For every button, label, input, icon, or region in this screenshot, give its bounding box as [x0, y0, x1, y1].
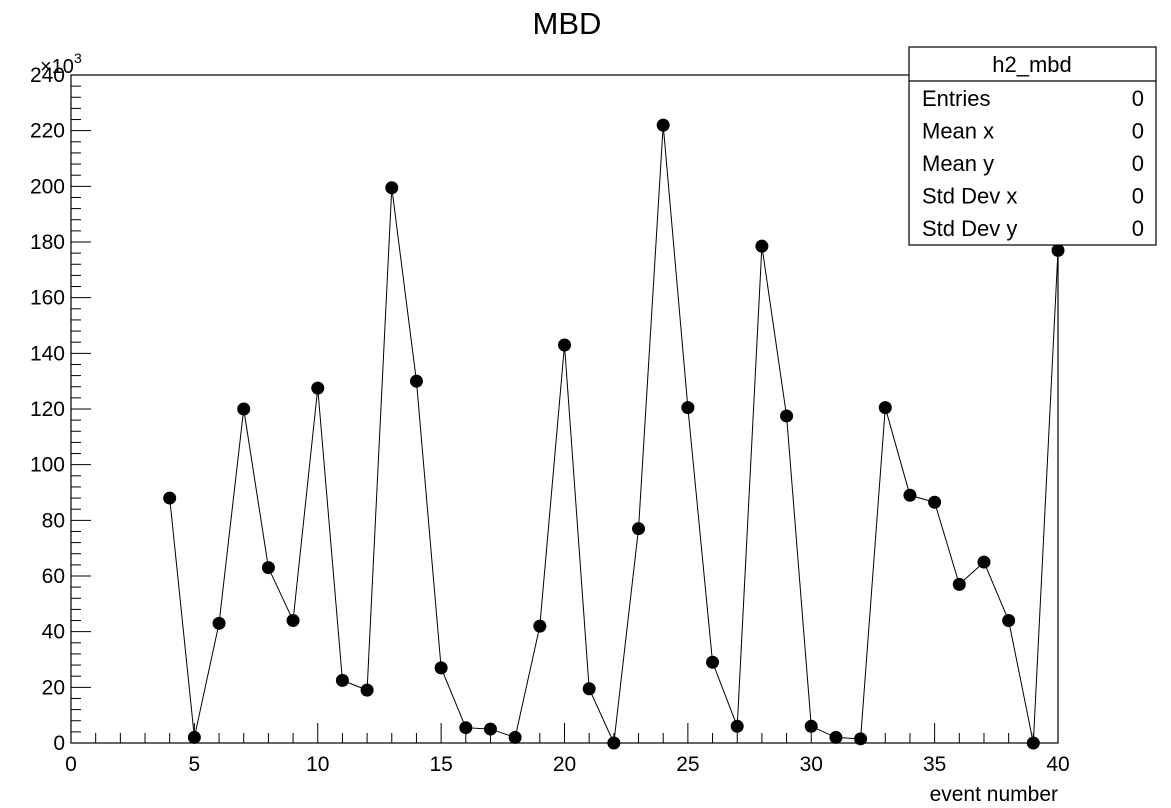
data-point [607, 736, 621, 750]
y-exponent-base: ×10 [40, 56, 74, 78]
stats-row-label: Entries [922, 86, 990, 111]
y-axis: 0 20 40 60 80 100 120 140 160 180 200 220 240 [30, 64, 91, 755]
stats-box-frame [908, 46, 1157, 246]
data-point [582, 682, 596, 696]
data-point [434, 661, 448, 675]
stats-row-value: 0 [1132, 86, 1144, 111]
series-layer [163, 118, 1065, 750]
data-point [385, 181, 399, 195]
data-point [1002, 614, 1016, 628]
data-point [928, 495, 942, 509]
data-point [656, 118, 670, 132]
y-tick-label: 20 [42, 676, 65, 699]
data-point [878, 401, 892, 415]
stats-row-value: 0 [1132, 184, 1144, 209]
x-axis: 0 5 10 15 20 25 30 35 40 [65, 723, 1070, 776]
y-tick-label: 0 [53, 732, 65, 755]
y-tick-label: 200 [30, 175, 65, 198]
x-tick-label: 10 [306, 753, 329, 776]
y-exponent-power: 3 [74, 50, 82, 66]
x-axis-label: event number [930, 783, 1058, 806]
x-tick-label: 30 [800, 753, 823, 776]
x-tick-label: 0 [65, 753, 77, 776]
stats-row-label: Std Dev x [922, 184, 1017, 209]
stats-row-value: 0 [1132, 119, 1144, 144]
stats-rows: Entries 0 Mean x 0 Mean y 0 Std Dev x 0 Std Dev … [922, 86, 1144, 241]
stats-row-value: 0 [1132, 151, 1144, 176]
data-point [854, 732, 868, 746]
x-tick-label: 40 [1046, 753, 1069, 776]
stats-box: h2_mbd Entries 0 Mean x 0 Mean y 0 Std Dev x 0 S… [908, 46, 1157, 246]
data-point [903, 488, 917, 502]
y-tick-label: 80 [42, 509, 65, 532]
y-tick-label: 140 [30, 342, 65, 365]
data-point [163, 491, 177, 505]
data-point [804, 719, 818, 733]
data-point [533, 619, 547, 633]
data-point [558, 338, 571, 352]
data-point [780, 409, 794, 423]
y-tick-label: 180 [30, 231, 65, 254]
data-point [681, 401, 695, 415]
data-point [212, 616, 226, 630]
stats-box-name: h2_mbd [992, 52, 1072, 77]
data-point [632, 522, 646, 536]
x-tick-label: 35 [923, 753, 946, 776]
data-point [286, 614, 300, 628]
data-point [755, 239, 769, 253]
chart-title: MBD [533, 6, 602, 41]
data-point [360, 683, 374, 697]
y-tick-label: 240 [30, 64, 65, 87]
x-tick-label: 20 [553, 753, 576, 776]
data-point [261, 561, 275, 575]
data-point [483, 722, 497, 736]
data-point [829, 730, 843, 744]
stats-row-label: Std Dev y [922, 216, 1017, 241]
data-point [311, 381, 325, 395]
y-exponent-label: ×103 [40, 50, 82, 78]
y-tick-label: 220 [30, 120, 65, 143]
data-point [409, 374, 423, 388]
data-point [508, 730, 522, 744]
data-point [706, 655, 720, 669]
data-point [1026, 736, 1040, 750]
y-tick-label: 40 [42, 621, 65, 644]
data-point [1051, 243, 1065, 257]
stats-row-label: Mean y [922, 151, 994, 176]
x-tick-label: 5 [189, 753, 201, 776]
data-point [459, 721, 473, 735]
stats-row-value: 0 [1132, 216, 1144, 241]
data-point [335, 673, 349, 687]
y-tick-label: 100 [30, 454, 65, 477]
data-point [237, 402, 251, 416]
data-point [952, 577, 966, 591]
y-tick-label: 160 [30, 287, 65, 310]
x-tick-label: 15 [429, 753, 452, 776]
data-point [187, 730, 201, 744]
y-tick-label: 120 [30, 398, 65, 421]
x-tick-label: 25 [676, 753, 699, 776]
data-point [730, 719, 744, 733]
stats-row-label: Mean x [922, 119, 994, 144]
y-tick-label: 60 [42, 565, 65, 588]
data-point [977, 555, 991, 569]
